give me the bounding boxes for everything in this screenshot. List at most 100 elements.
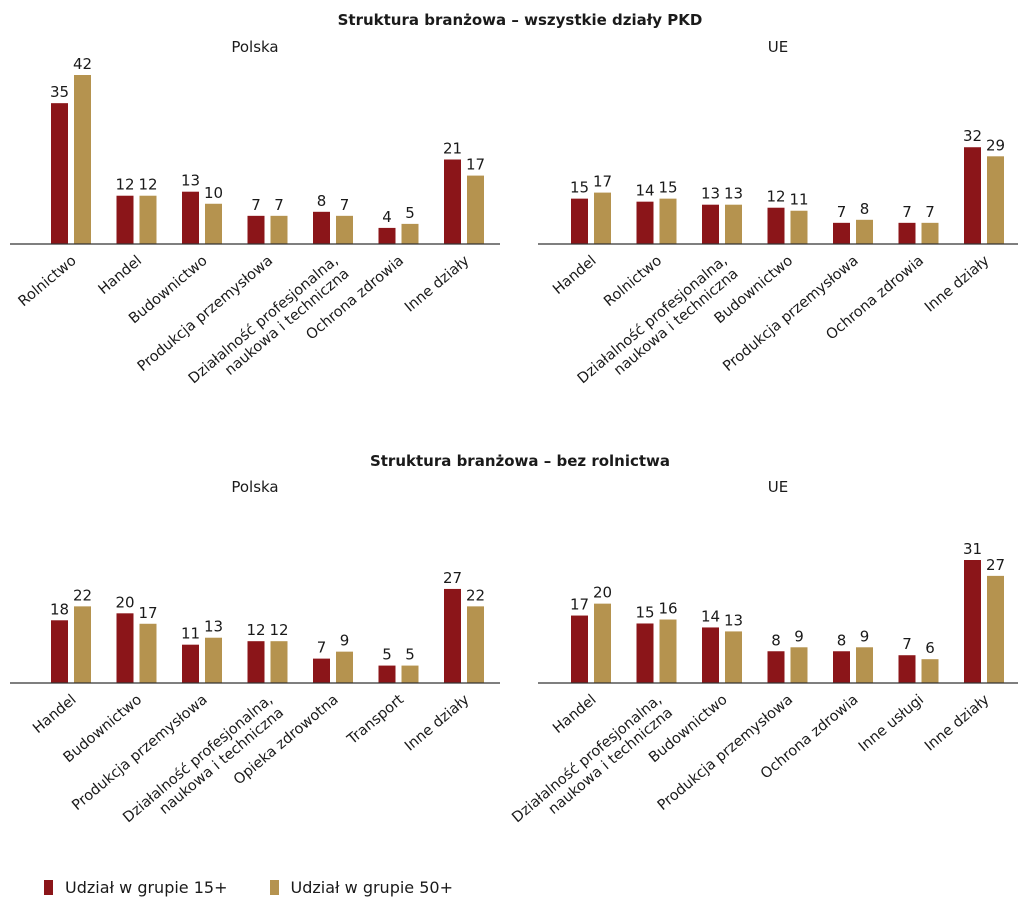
data-label: 12 [766, 188, 785, 206]
data-label: 15 [635, 603, 654, 621]
bar-15plus [182, 191, 199, 244]
data-label: 15 [658, 179, 677, 197]
category-label: Inne działy [922, 253, 993, 316]
category-label: Inne działy [402, 253, 473, 316]
bar-50plus [725, 631, 742, 683]
bar-15plus [767, 651, 785, 683]
data-label: 27 [986, 556, 1005, 574]
legend: Udział w grupie 15+ Udział w grupie 50+ [44, 876, 495, 898]
bar-15plus [444, 588, 461, 683]
bar-15plus [51, 620, 68, 683]
data-label: 7 [251, 196, 261, 214]
bar-15plus [182, 644, 199, 683]
bar-50plus [856, 219, 873, 244]
data-label: 29 [986, 136, 1005, 154]
data-label: 20 [593, 584, 612, 602]
bar-50plus [790, 210, 808, 244]
data-label: 12 [138, 176, 157, 194]
data-label: 6 [925, 639, 935, 657]
data-label: 14 [635, 182, 654, 200]
bar-15plus [833, 222, 850, 244]
category-label: Inne działy [402, 692, 473, 755]
data-label: 32 [963, 127, 982, 145]
bar-15plus [636, 623, 654, 683]
bar-50plus [205, 203, 222, 244]
data-label: 16 [658, 600, 677, 618]
data-label: 8 [771, 631, 781, 649]
category-label: Transport [344, 692, 407, 749]
category-label: Rolnictwo [16, 253, 80, 310]
data-label: 5 [405, 204, 415, 222]
data-label: 8 [317, 192, 327, 210]
bar-15plus [247, 215, 265, 244]
data-label: 17 [570, 596, 589, 614]
data-label: 22 [466, 586, 485, 604]
bar-50plus [336, 215, 353, 244]
bar-15plus [116, 195, 134, 244]
chart-title: Polska [231, 478, 278, 496]
bar-15plus [571, 615, 588, 683]
category-label: Inne działy [922, 692, 993, 755]
data-label: 8 [860, 200, 870, 218]
data-label: 18 [50, 600, 69, 618]
data-label: 12 [269, 621, 288, 639]
data-label: 7 [925, 203, 935, 221]
data-label: 12 [115, 176, 134, 194]
data-label: 12 [246, 621, 265, 639]
bar-50plus [987, 156, 1004, 244]
category-label: Handel [30, 692, 79, 737]
bar-15plus [898, 222, 916, 244]
bar-50plus [74, 606, 91, 683]
data-label: 5 [405, 646, 415, 664]
data-label: 35 [50, 83, 69, 101]
bar-15plus [964, 560, 981, 683]
bar-50plus [594, 603, 611, 683]
bar-50plus [790, 647, 808, 683]
bar-50plus [594, 192, 611, 244]
data-label: 17 [593, 173, 612, 191]
category-label: Produkcja przemysłowa [655, 692, 796, 814]
charts-figure: Struktura branżowa – wszystkie działy PK… [10, 11, 1018, 826]
bar-50plus [336, 651, 353, 683]
data-label: 4 [382, 208, 392, 226]
bar-15plus [444, 159, 461, 244]
category-label: Handel [550, 253, 599, 298]
data-label: 42 [73, 55, 92, 73]
data-label: 7 [340, 196, 350, 214]
bar-15plus [964, 147, 981, 244]
bar-50plus [205, 637, 222, 683]
bar-15plus [571, 198, 588, 244]
data-label: 13 [724, 611, 743, 629]
bar-50plus [139, 195, 157, 244]
data-label: 22 [73, 586, 92, 604]
data-label: 10 [204, 184, 223, 202]
bar-50plus [659, 198, 677, 244]
data-label: 13 [724, 185, 743, 203]
bar-15plus [833, 651, 850, 683]
data-label: 7 [317, 639, 327, 657]
legend-swatch-50 [269, 879, 279, 895]
bar-50plus [659, 619, 677, 683]
data-label: 9 [340, 632, 350, 650]
bar-15plus [702, 627, 719, 683]
data-label: 7 [902, 203, 912, 221]
bar-50plus [270, 641, 288, 683]
bar-50plus [270, 215, 288, 244]
bar-15plus [767, 207, 785, 244]
bar-15plus [313, 658, 330, 683]
data-label: 31 [963, 540, 982, 558]
legend-label-15: Udział w grupie 15+ [65, 877, 228, 897]
data-label: 13 [204, 618, 223, 636]
category-label: Handel [96, 253, 145, 298]
data-label: 8 [837, 631, 847, 649]
data-label: 14 [701, 607, 720, 625]
data-label: 15 [570, 179, 589, 197]
bar-50plus [921, 659, 939, 683]
section-title-all: Struktura branżowa – wszystkie działy PK… [338, 11, 703, 29]
chart-title: UE [768, 38, 788, 56]
legend-item-15: Udział w grupie 15+ [44, 878, 228, 897]
data-label: 21 [443, 140, 462, 158]
